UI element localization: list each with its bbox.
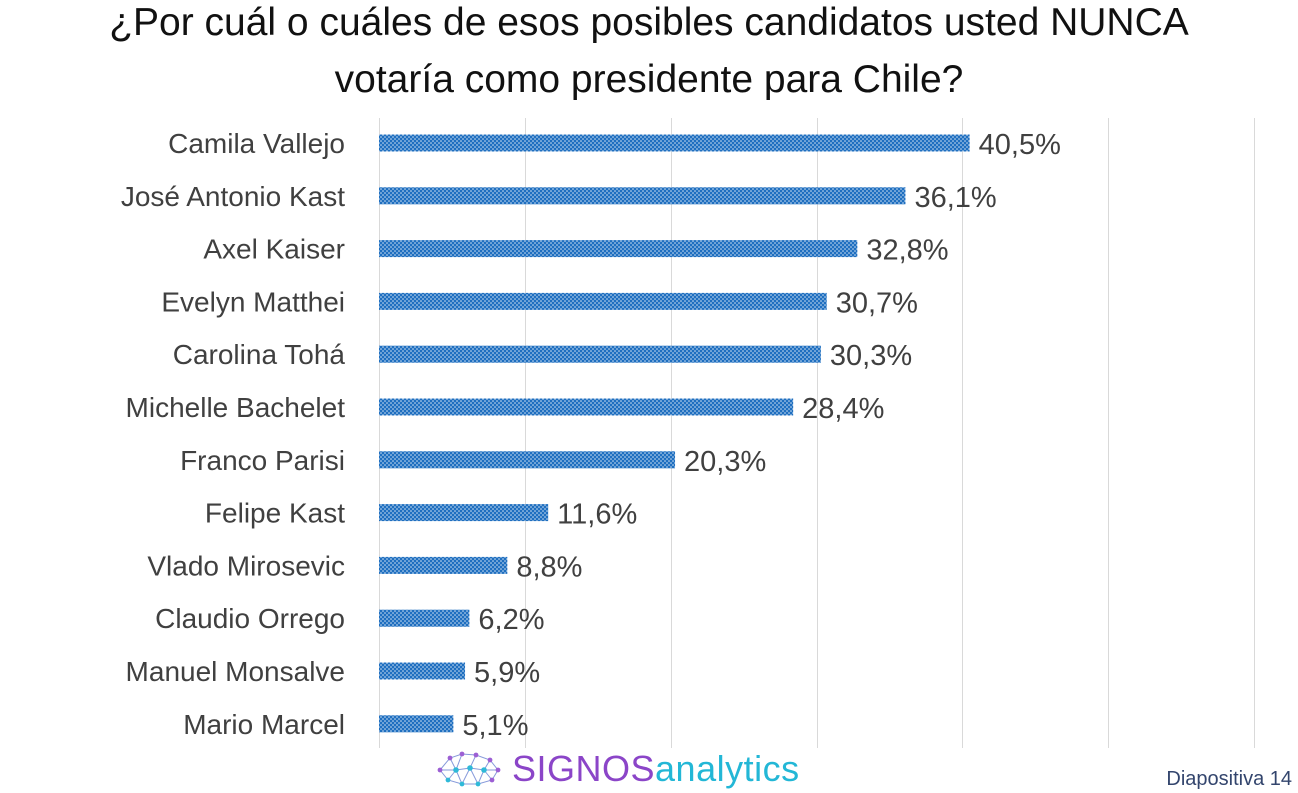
data-label: 40,5% xyxy=(979,129,1061,161)
bar xyxy=(379,292,827,310)
bar xyxy=(379,134,970,152)
data-label: 8,8% xyxy=(516,551,582,583)
logo-wordmark: SIGNOSanalytics xyxy=(512,746,800,792)
data-label: 28,4% xyxy=(802,393,884,425)
data-label: 5,1% xyxy=(462,710,528,742)
category-label: José Antonio Kast xyxy=(121,181,345,212)
gridlines xyxy=(379,118,1255,748)
chart-title: ¿Por cuál o cuáles de esos posibles cand… xyxy=(20,0,1278,105)
slide-number: Diapositiva 14 xyxy=(1166,768,1292,790)
data-label: 36,1% xyxy=(914,182,996,214)
data-label: 11,6% xyxy=(557,499,637,531)
title-line-1: ¿Por cuál o cuáles de esos posibles cand… xyxy=(109,1,1189,44)
category-label: Mario Marcel xyxy=(183,709,345,740)
title-line-2: votaría como presidente para Chile? xyxy=(334,58,964,101)
category-label: Claudio Orrego xyxy=(155,603,345,634)
bar xyxy=(379,662,466,680)
bar xyxy=(379,715,454,733)
category-label: Franco Parisi xyxy=(180,445,345,476)
data-label: 30,3% xyxy=(830,340,912,372)
logo-text-analytics: analytics xyxy=(655,748,800,789)
data-labels: 40,5% 36,1% 32,8% 30,7% 30,3% 28,4% 20,3% 11,6%… xyxy=(462,129,1060,742)
bar xyxy=(379,240,858,258)
bar-chart: Camila Vallejo José Antonio Kast Axel Kais… xyxy=(121,118,1255,748)
category-label: Manuel Monsalve xyxy=(126,656,345,687)
data-label: 30,7% xyxy=(836,287,918,319)
logo-text-signos: SIGNOS xyxy=(512,748,656,789)
network-brain-icon xyxy=(437,751,501,787)
bar xyxy=(379,398,794,416)
bar xyxy=(379,504,549,522)
bar xyxy=(379,451,676,469)
bar xyxy=(379,609,470,627)
category-label: Michelle Bachelet xyxy=(126,392,346,423)
signos-analytics-logo: SIGNOSanalytics xyxy=(432,746,800,792)
data-label: 5,9% xyxy=(474,657,540,689)
category-label: Evelyn Matthei xyxy=(161,286,345,317)
category-labels: Camila Vallejo José Antonio Kast Axel Kais… xyxy=(121,128,346,740)
data-label: 32,8% xyxy=(866,235,948,267)
bars xyxy=(379,134,970,733)
data-label: 20,3% xyxy=(684,446,766,478)
category-label: Carolina Tohá xyxy=(173,339,346,370)
data-label: 6,2% xyxy=(478,604,544,636)
category-label: Felipe Kast xyxy=(205,498,345,529)
bar xyxy=(379,345,821,363)
bar xyxy=(379,187,906,205)
bar xyxy=(379,556,508,574)
category-label: Vlado Mirosevic xyxy=(147,550,345,581)
category-label: Camila Vallejo xyxy=(168,128,345,159)
category-label: Axel Kaiser xyxy=(203,234,345,265)
